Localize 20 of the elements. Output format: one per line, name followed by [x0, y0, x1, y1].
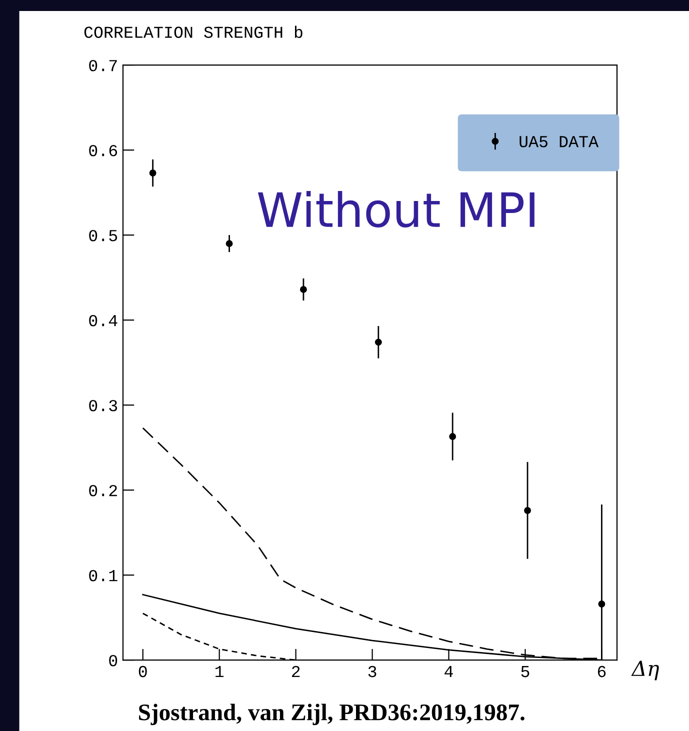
- x-axis-title: Δη: [631, 660, 659, 680]
- y-tick-label: 0.2: [89, 484, 117, 496]
- y-tick-label: 0.1: [89, 570, 118, 582]
- x-tick-label: 0: [138, 666, 147, 678]
- x-tick-label: 3: [368, 666, 376, 678]
- text: Sjostrand, van Zijl, PRD36:2019,1987.: [139, 704, 524, 726]
- y-tick-label: 0.4: [89, 314, 118, 326]
- x-tick-label: 2: [292, 666, 300, 678]
- y-tick-label: 0.7: [89, 60, 117, 72]
- x-tick-label: 5: [521, 666, 530, 678]
- y-axis-title: CORRELATION STRENGTH b: [84, 26, 302, 38]
- y-tick-label: 0: [109, 654, 118, 666]
- y-tick-label: 0.3: [89, 400, 118, 412]
- legend-label: UA5 DATA: [520, 136, 599, 148]
- x-tick-label: 1: [216, 666, 224, 678]
- y-tick-label: 0.6: [89, 144, 118, 156]
- annotation: Without MPI: [258, 190, 534, 228]
- y-tick-label: 0.5: [89, 230, 118, 242]
- x-tick-label: 4: [444, 666, 453, 678]
- x-tick-label: 6: [598, 666, 606, 678]
